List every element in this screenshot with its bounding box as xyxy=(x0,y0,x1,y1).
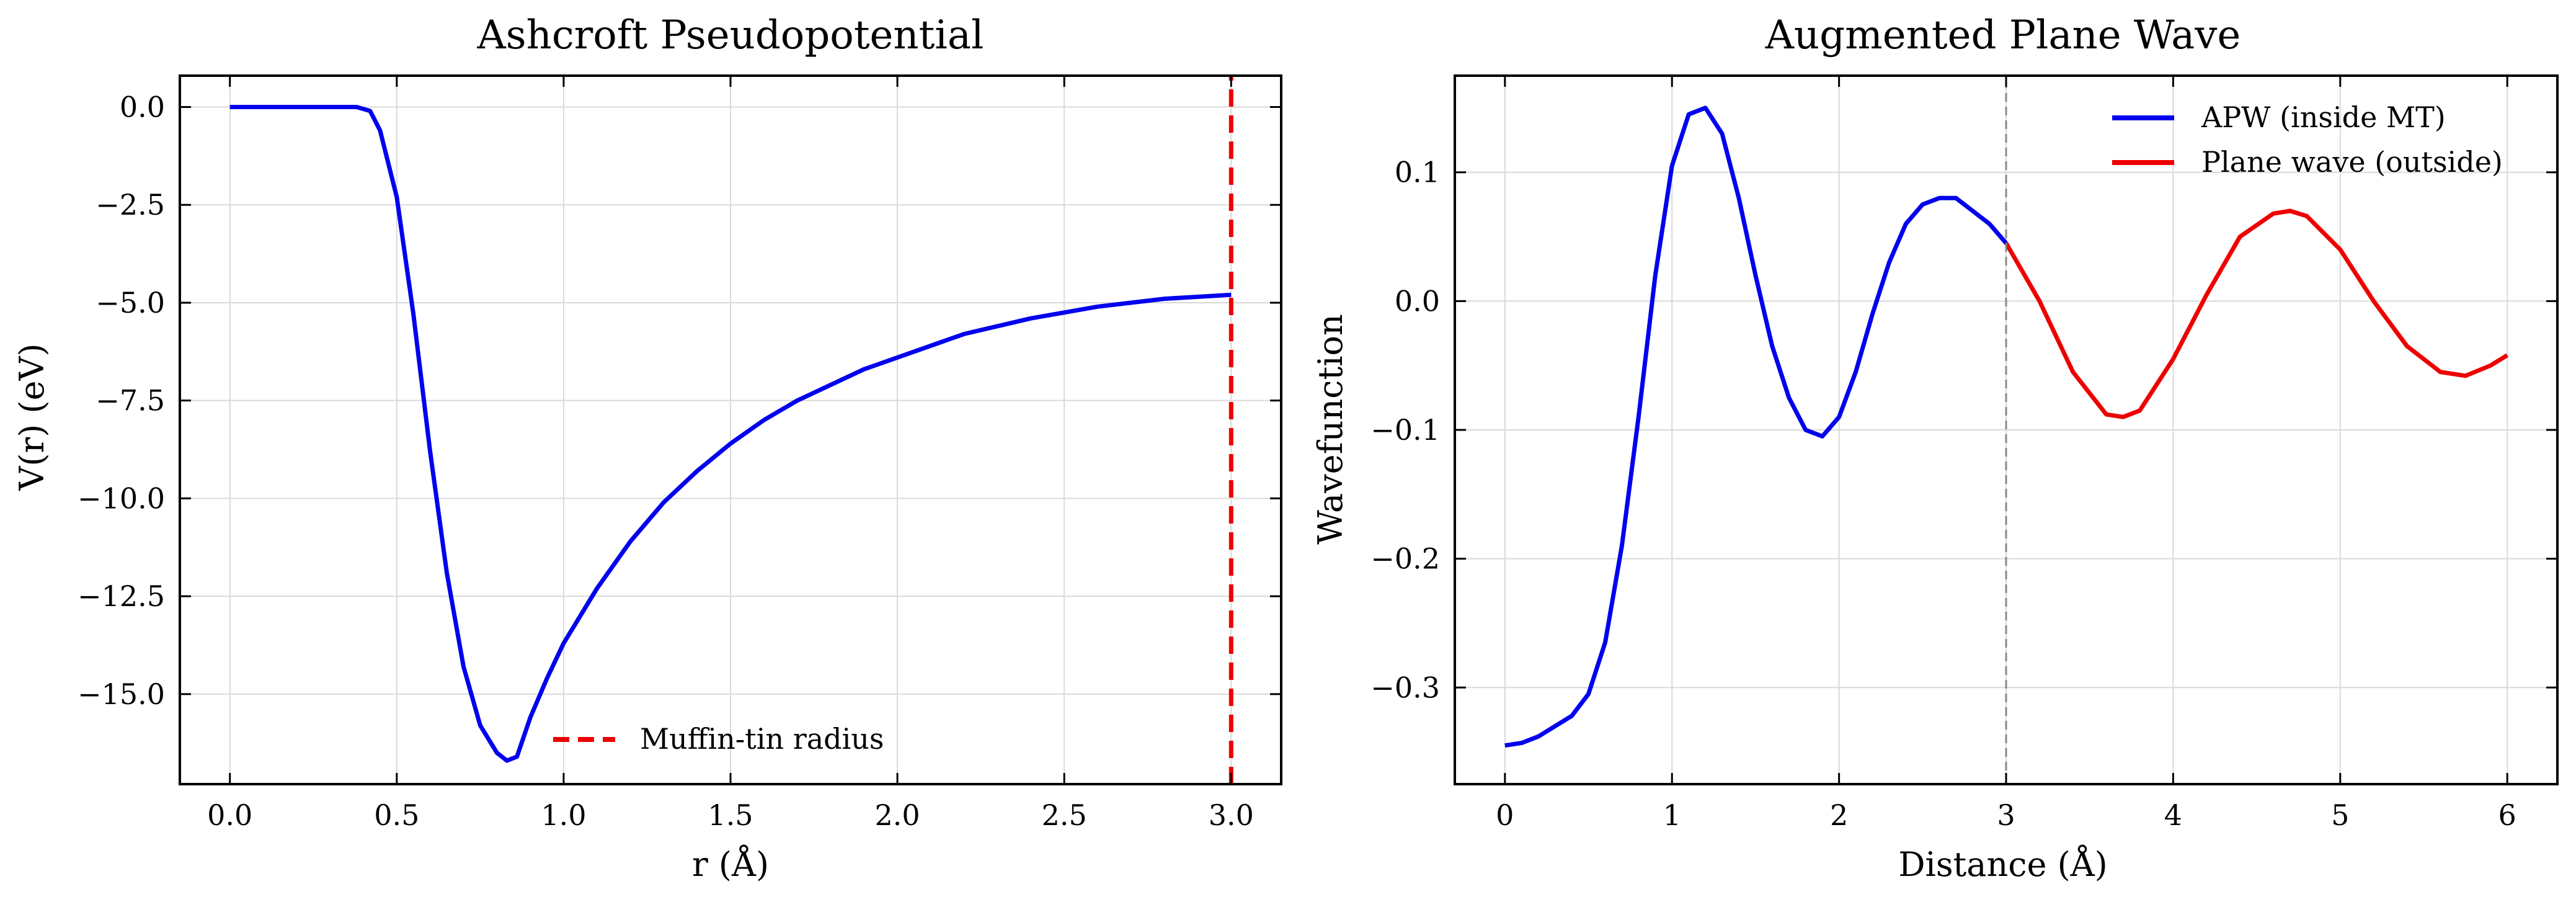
legend-label-apw: APW (inside MT) xyxy=(2201,100,2446,134)
y-tick-label: −15.0 xyxy=(78,677,165,711)
chart-title: Ashcroft Pseudopotential xyxy=(477,12,984,58)
y-tick-label: 0.0 xyxy=(120,90,165,123)
x-axis-label: r (Å) xyxy=(692,844,769,884)
y-tick-label: −2.5 xyxy=(95,188,165,221)
series-line-1 xyxy=(2004,208,2509,419)
y-tick-label: 0.1 xyxy=(1395,156,1440,189)
chart-title: Augmented Plane Wave xyxy=(1765,12,2241,58)
x-tick-label: 1.0 xyxy=(541,798,586,832)
apw-chart: Augmented Plane Wave Distance (Å) Wavefu… xyxy=(1311,12,2559,884)
x-tick-label: 1.5 xyxy=(708,798,753,832)
x-tick-label: 0.5 xyxy=(374,798,419,832)
y-tick-label: −7.5 xyxy=(95,384,165,418)
y-axis-label: V(r) (eV) xyxy=(12,343,51,491)
legend-label-plane-wave: Plane wave (outside) xyxy=(2201,145,2503,179)
y-tick-label: −12.5 xyxy=(78,579,165,613)
series-line-0 xyxy=(1504,105,2008,748)
x-tick-label: 3.0 xyxy=(1209,798,1254,832)
x-tick-label: 4 xyxy=(2164,798,2182,832)
y-tick-label: −10.0 xyxy=(78,481,165,515)
y-tick-label: −0.2 xyxy=(1370,542,1440,576)
x-tick-label: 5 xyxy=(2331,798,2349,832)
x-tick-label: 1 xyxy=(1663,798,1681,832)
legend: APW (inside MT) Plane wave (outside) xyxy=(2112,100,2503,179)
x-tick-label: 2 xyxy=(1830,798,1848,832)
y-tick-label: −5.0 xyxy=(95,286,165,319)
x-tick-label: 0.0 xyxy=(207,798,252,832)
x-tick-label: 6 xyxy=(2498,798,2516,832)
legend-label-muffin-tin: Muffin-tin radius xyxy=(640,722,884,756)
y-tick-label: −0.1 xyxy=(1370,413,1440,447)
x-tick-label: 2.0 xyxy=(875,798,920,832)
x-tick-label: 2.5 xyxy=(1042,798,1087,832)
ashcroft-chart: Ashcroft Pseudopotential r (Å) V(r) (eV)… xyxy=(12,12,1282,884)
series-line-0 xyxy=(229,105,1232,763)
x-axis-label: Distance (Å) xyxy=(1898,844,2107,884)
y-axis-label: Wavefunction xyxy=(1311,314,1350,545)
legend: Muffin-tin radius xyxy=(553,722,884,756)
x-tick-label: 0 xyxy=(1496,798,1514,832)
y-tick-label: −0.3 xyxy=(1370,671,1440,704)
y-tick-label: 0.0 xyxy=(1395,284,1440,318)
x-tick-label: 3 xyxy=(1997,798,2015,832)
